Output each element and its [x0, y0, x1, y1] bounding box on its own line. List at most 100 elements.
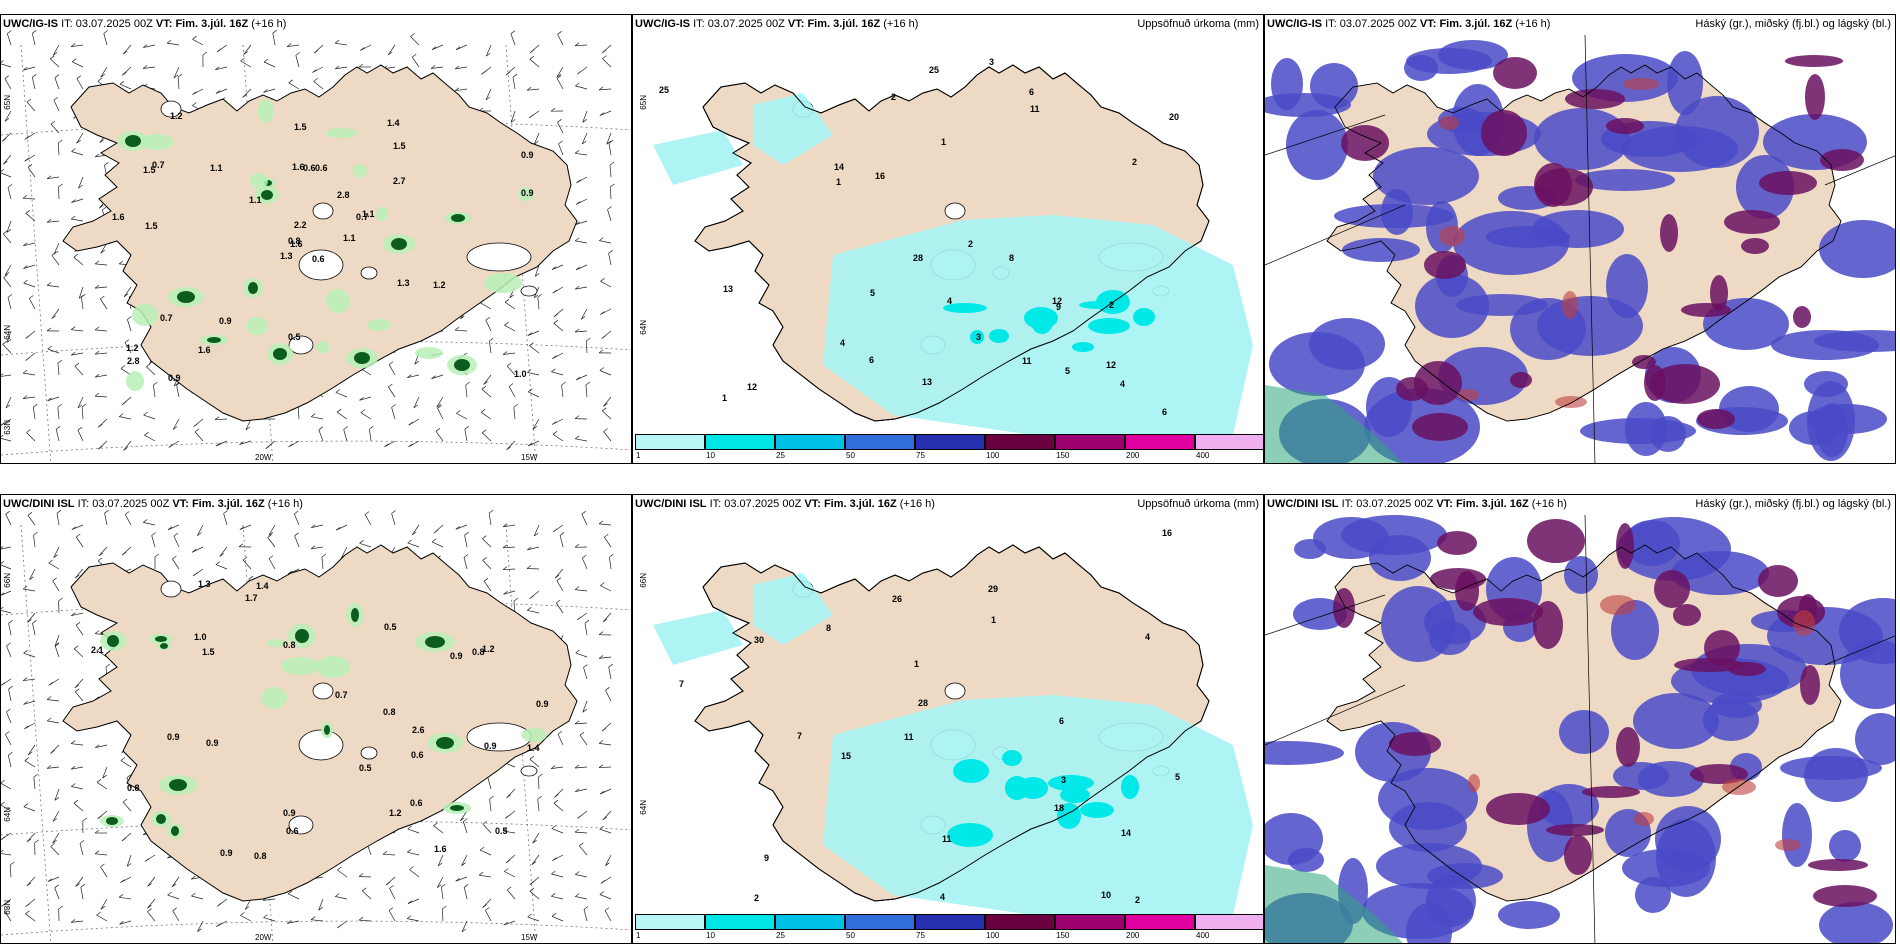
point-value: 1.1 — [362, 209, 375, 219]
wind-barb — [197, 524, 204, 536]
wind-barb-flag — [334, 65, 340, 70]
low-cloud — [1814, 330, 1895, 352]
coastline — [694, 64, 1210, 422]
wind-barb-flag — [4, 272, 10, 276]
colorbar-label: 100 — [986, 451, 1000, 460]
wind-barb-flag — [529, 887, 535, 892]
map-svg: 1.4 1.2 0.9 0.8 1.0 0.9 0.7 0.5 0.9 0.8 2.1 1.3 0.8 0… — [1, 495, 631, 943]
wind-barb — [575, 264, 588, 271]
wind-barb-flag — [54, 74, 60, 78]
wind-barb-flag — [75, 688, 80, 693]
point-value: 5 — [1065, 366, 1070, 376]
wind-barb-flag — [336, 924, 342, 929]
wind-barb — [147, 876, 156, 887]
precip-area-mid — [1080, 802, 1114, 818]
wind-barb-flag — [337, 866, 342, 871]
wind-barb-flag — [559, 532, 565, 536]
wind-barb-flag — [575, 649, 580, 654]
mid-cloud — [1333, 588, 1355, 628]
wind-barb — [608, 143, 612, 156]
wind-barb — [143, 522, 156, 526]
wind-barb — [47, 176, 60, 180]
low-cloud — [1633, 693, 1719, 749]
wind-barb — [25, 913, 36, 922]
low-cloud — [1611, 600, 1659, 660]
low-cloud — [1855, 713, 1895, 765]
model-name: UWC/IG-IS — [3, 18, 58, 30]
lead-time: (+16 h) — [883, 18, 919, 30]
wind-barb — [437, 854, 444, 867]
wind-barb-flag — [553, 799, 559, 804]
wind-barb — [95, 744, 108, 748]
wind-barb — [575, 240, 588, 244]
lead-time: (+16 h) — [1531, 498, 1567, 510]
wind-barb-flag — [1, 836, 6, 840]
wind-barb-flag — [602, 618, 608, 623]
high-cloud — [1775, 839, 1801, 851]
wind-barb-flag — [94, 630, 100, 634]
precip-area-light — [653, 610, 743, 665]
lat-label: 64N — [3, 807, 12, 822]
low-cloud — [1288, 848, 1324, 872]
wind-barb-flag — [609, 161, 615, 166]
wind-barb — [598, 523, 612, 526]
wind-barb-flag — [46, 219, 52, 223]
wind-barb — [214, 418, 228, 421]
it-label: IT: — [1325, 18, 1337, 30]
cloud-fields — [1265, 40, 1895, 463]
wind-barb-flag — [243, 51, 248, 55]
wind-barb-flag — [504, 298, 510, 303]
wind-barb — [553, 802, 564, 812]
wind-barb-flag — [25, 903, 30, 907]
vt-value: Fim. 3.júl. 16Z — [175, 18, 249, 30]
wind-barb-flag — [33, 531, 38, 536]
wind-barb-flag — [24, 725, 29, 730]
wind-barb-flag — [214, 416, 220, 420]
high-cloud — [1555, 396, 1587, 408]
point-value: 2 — [1109, 300, 1114, 310]
wind-barb-flag — [534, 140, 539, 145]
wind-barb-flag — [359, 540, 364, 544]
wind-barb-flag — [310, 545, 316, 550]
mid-cloud — [1437, 531, 1477, 555]
point-value: 6 — [1162, 407, 1167, 417]
wind-barb — [529, 345, 540, 354]
wind-barb — [52, 832, 60, 844]
wind-barb-flag — [1, 850, 4, 853]
point-value: 1.1 — [343, 233, 356, 243]
wind-barb-flag — [551, 368, 556, 373]
wind-barb — [407, 851, 420, 856]
point-value: 1.3 — [397, 278, 410, 288]
low-cloud — [1362, 883, 1474, 939]
wind-barb-flag — [599, 237, 604, 241]
wind-barb-flag — [192, 91, 197, 95]
lead-time: (+16 h) — [1515, 18, 1551, 30]
low-cloud — [1564, 556, 1598, 594]
mid-cloud — [1412, 413, 1468, 441]
point-value: 1 — [914, 659, 919, 669]
wind-barb-flag — [605, 862, 610, 866]
wind-barb-flag — [513, 597, 519, 602]
wind-barb-flag — [70, 326, 76, 330]
wind-barb-flag — [558, 140, 563, 145]
wind-barb — [551, 873, 564, 878]
wind-barb — [533, 524, 540, 537]
point-value: 2 — [1132, 157, 1137, 167]
wind-barb-flag — [120, 757, 126, 761]
wind-barb-flag — [191, 549, 197, 553]
wind-barb — [599, 656, 612, 659]
wind-barb-flag — [97, 77, 103, 82]
wind-barb-flag — [193, 423, 198, 427]
wind-barb — [537, 297, 540, 310]
wind-barb — [6, 220, 12, 233]
point-value: 11 — [942, 834, 952, 844]
precip-patch-dark — [125, 135, 141, 147]
wind-barb-flag — [526, 565, 532, 569]
point-value: 2.6 — [412, 725, 425, 735]
point-value: 1 — [722, 393, 727, 403]
wind-barb — [23, 264, 36, 269]
wind-barb — [485, 910, 492, 922]
graticule-line — [1265, 594, 1386, 636]
wind-barb — [197, 920, 204, 932]
